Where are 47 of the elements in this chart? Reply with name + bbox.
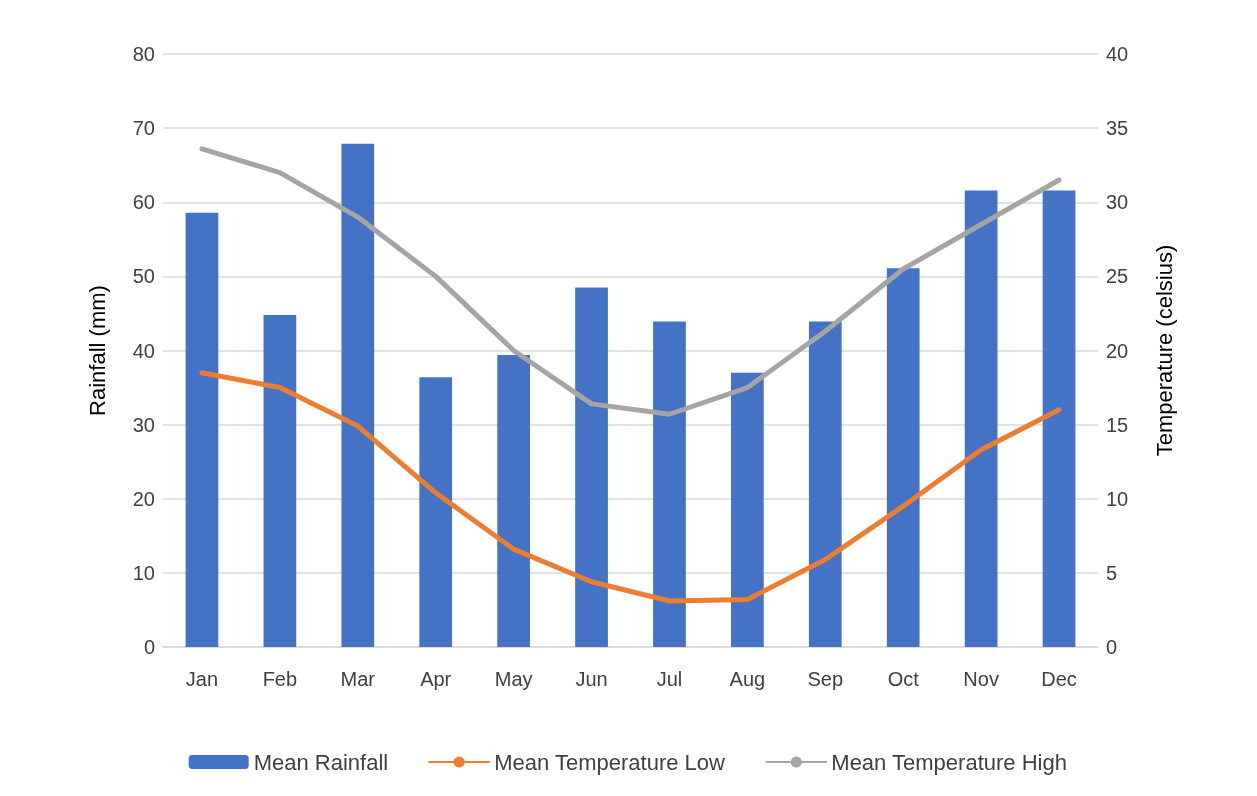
y2-tick-label: 40 xyxy=(1106,43,1129,65)
y2-axis-title: Temperature (celsius) xyxy=(1151,244,1177,457)
bar xyxy=(808,321,842,647)
y-tick-label: 60 xyxy=(132,191,155,214)
x-tick-label: May xyxy=(494,668,533,690)
x-tick-label: Apr xyxy=(420,668,452,690)
y-tick-label: 20 xyxy=(132,487,155,510)
bar xyxy=(1042,190,1076,647)
y-tick-label: 30 xyxy=(132,413,155,436)
y-tick-label: 70 xyxy=(132,117,155,140)
x-tick-label: Nov xyxy=(963,668,999,690)
y-tick-label: 40 xyxy=(132,339,155,362)
y-axis-title: Rainfall (mm) xyxy=(84,285,110,416)
y2-tick-label: 15 xyxy=(1106,413,1129,436)
y2-tick-label: 20 xyxy=(1106,339,1129,362)
legend-label: Mean Rainfall xyxy=(253,749,389,775)
y2-tick-label: 10 xyxy=(1106,487,1129,510)
y2-tick-label: 5 xyxy=(1106,561,1118,584)
y-tick-label: 10 xyxy=(132,561,155,584)
x-tick-label: Sep xyxy=(807,668,844,690)
legend-label: Mean Temperature Low xyxy=(494,749,726,775)
legend-label: Mean Temperature High xyxy=(831,749,1067,775)
x-tick-label: Jul xyxy=(656,668,683,690)
bar xyxy=(575,287,608,647)
x-tick-label: Oct xyxy=(887,668,920,690)
bar xyxy=(341,143,375,647)
x-tick-label: Aug xyxy=(729,668,766,690)
y-tick-label: 80 xyxy=(132,43,155,65)
y2-tick-label: 30 xyxy=(1106,191,1129,214)
x-tick-label: Jun xyxy=(575,668,608,690)
y2-tick-label: 25 xyxy=(1106,265,1129,288)
x-tick-label: Feb xyxy=(262,668,298,690)
y-tick-label: 50 xyxy=(132,265,155,288)
y2-tick-label: 0 xyxy=(1106,636,1118,658)
y2-tick-label: 35 xyxy=(1106,117,1129,140)
bar xyxy=(653,321,686,647)
x-tick-label: Jan xyxy=(185,668,219,690)
x-tick-label: Mar xyxy=(340,668,376,690)
bar xyxy=(731,372,764,647)
bar xyxy=(263,314,297,647)
bar xyxy=(419,377,453,647)
bar xyxy=(185,212,219,647)
bar xyxy=(964,190,998,647)
x-tick-label: Dec xyxy=(1041,668,1077,690)
bar xyxy=(886,268,920,647)
bar xyxy=(497,354,530,647)
y-tick-label: 0 xyxy=(143,636,155,658)
